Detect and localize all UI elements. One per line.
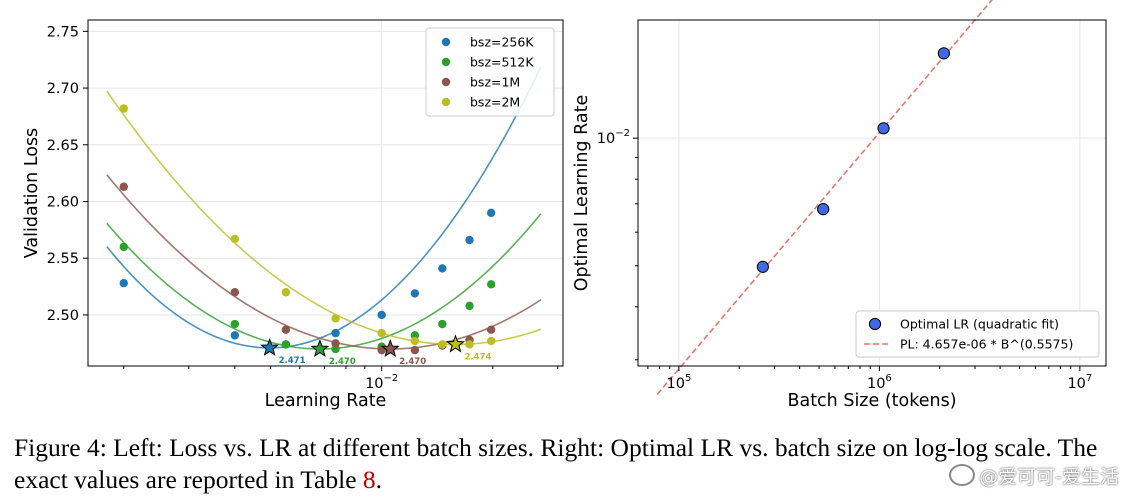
data-point (486, 336, 496, 346)
y-axis-label: Validation Loss (22, 128, 42, 258)
y-tick-label: 2.50 (47, 308, 79, 324)
fit-curve (106, 174, 542, 350)
legend-marker (868, 317, 882, 331)
data-point (119, 278, 128, 288)
data-point (438, 319, 447, 329)
x-tick-label: 107 (1067, 373, 1092, 392)
watermark: @爱可可-爱生活 (949, 462, 1119, 489)
legend-marker (441, 97, 451, 107)
caption-table-link[interactable]: 8 (362, 465, 376, 494)
data-point (281, 288, 291, 297)
caption-end: . (375, 465, 383, 494)
left-chart: 2.471 2.470 2.470 2.474 2.50 2.55 2.60 2.65 2.70… (22, 19, 564, 411)
power-law-fit-line (656, 0, 993, 395)
optimum-label: 2.474 (464, 352, 491, 362)
data-point (230, 319, 240, 329)
figure-charts: 2.471 2.470 2.470 2.474 2.50 2.55 2.60 2.65 2.70… (22, 0, 1107, 411)
y-tick-label: 2.75 (47, 24, 79, 40)
data-point (119, 242, 128, 252)
legend-marker (441, 77, 451, 87)
optimum-star (446, 334, 465, 353)
data-point (410, 345, 420, 355)
fit-curve (106, 66, 542, 349)
data-point (486, 280, 496, 289)
x-tick-label: 106 (867, 373, 892, 392)
legend-label: bsz=2M (470, 95, 520, 110)
optimal-lr-point (937, 47, 950, 60)
legend-label: bsz=512K (470, 55, 534, 70)
legend-box (855, 310, 1100, 358)
data-point (377, 328, 386, 338)
data-point (119, 104, 128, 113)
caption-text: Figure 4: Left: Loss vs. LR at different… (14, 433, 1098, 494)
data-point (438, 264, 447, 273)
legend-marker (441, 37, 451, 47)
y-tick-label: 2.70 (47, 81, 79, 97)
optimal-lr-point (877, 122, 890, 135)
legend-label: bsz=1M (470, 75, 520, 90)
data-point (230, 234, 240, 244)
y-tick-label: 2.55 (47, 251, 79, 267)
y-tick-label: 2.60 (47, 195, 79, 211)
data-point (465, 301, 474, 311)
optimum-label: 2.471 (279, 356, 306, 366)
data-point (331, 339, 340, 348)
data-point (486, 208, 496, 218)
x-axis-label: Batch Size (tokens) (787, 391, 956, 411)
legend-label: PL: 4.657e-06 * B^(0.5575) (900, 337, 1073, 352)
data-point (331, 328, 340, 338)
data-point (465, 340, 474, 349)
optimal-lr-point (756, 260, 769, 273)
y-tick-label: 10−2 (597, 128, 630, 147)
fit-curve (106, 213, 542, 350)
optimum-star (310, 339, 330, 358)
data-point (281, 340, 291, 349)
y-axis-label: Optimal Learning Rate (572, 95, 592, 291)
data-point (331, 314, 340, 323)
right-chart: 105 106 107 10−2 Batch Size (tokens) Optimal … (572, 0, 1107, 411)
optimal-lr-point (817, 203, 830, 216)
data-point (377, 310, 386, 320)
x-tick-label: 105 (667, 373, 692, 392)
optimum-star (260, 337, 280, 356)
legend-label: bsz=256K (470, 35, 534, 50)
data-point (230, 288, 240, 297)
optimum-star (380, 339, 400, 358)
data-point (281, 325, 291, 334)
data-point (230, 331, 240, 340)
y-tick-label: 2.65 (47, 138, 79, 154)
x-tick-label: 10−2 (365, 373, 398, 392)
data-point (438, 340, 447, 349)
plot-frame (637, 19, 1107, 367)
data-point (486, 325, 496, 334)
watermark-text: @爱可可-爱生活 (979, 466, 1119, 488)
weibo-icon (949, 464, 976, 486)
legend-box (425, 27, 555, 117)
data-point (410, 289, 420, 298)
x-axis-label: Learning Rate (265, 391, 387, 411)
legend-marker (441, 57, 451, 67)
data-point (465, 235, 474, 245)
optimum-label: 2.470 (329, 357, 356, 367)
plot-frame (87, 19, 564, 367)
optimum-label: 2.470 (399, 357, 426, 367)
legend-label: Optimal LR (quadratic fit) (900, 317, 1059, 332)
fit-curve (106, 90, 542, 346)
figure-caption: Figure 4: Left: Loss vs. LR at different… (14, 432, 1114, 496)
data-point (119, 182, 128, 191)
data-point (410, 336, 420, 346)
